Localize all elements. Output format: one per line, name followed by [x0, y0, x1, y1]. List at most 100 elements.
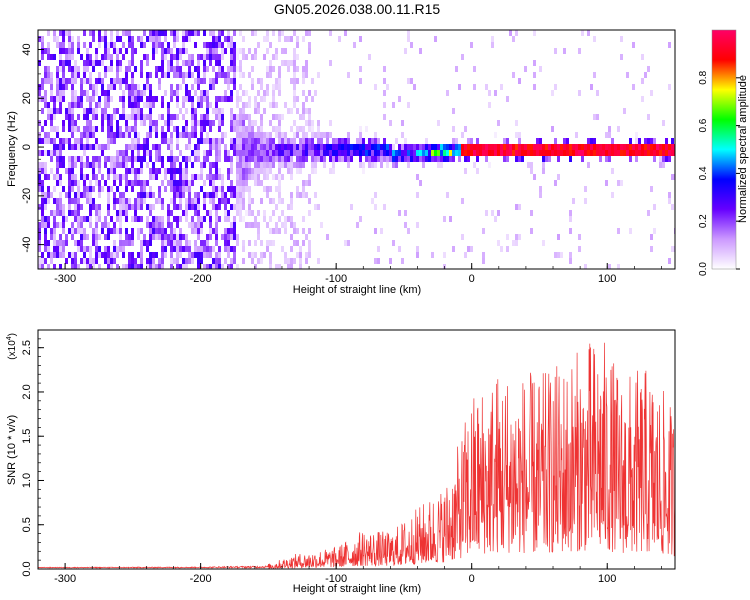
- spectrogram-cell: [296, 192, 299, 198]
- spectrogram-cell: [347, 162, 350, 168]
- spectrogram-cell: [89, 96, 92, 102]
- spectrogram-cell: [131, 216, 134, 222]
- spectrogram-cell: [485, 84, 488, 90]
- spectrogram-cell: [86, 132, 89, 138]
- spectrogram-cell: [326, 132, 329, 138]
- spectrogram-cell: [374, 84, 377, 90]
- spectrogram-cell: [389, 150, 392, 156]
- spectrogram-cell: [131, 168, 134, 174]
- spectrogram-cell: [56, 162, 59, 168]
- spectrogram-cell: [119, 48, 122, 54]
- spectrogram-cell: [374, 156, 377, 162]
- spectrogram-cell: [323, 156, 326, 162]
- spectrogram-cell: [215, 186, 218, 192]
- spectrogram-cell: [185, 174, 188, 180]
- spectrogram-cell: [614, 144, 617, 150]
- spectrogram-cell: [359, 162, 362, 168]
- spectrogram-cell: [107, 168, 110, 174]
- spectrogram-cell: [278, 36, 281, 42]
- spectrogram-cell: [554, 84, 557, 90]
- spectrogram-cell: [230, 138, 233, 144]
- spectrogram-cell: [482, 228, 485, 234]
- spectrogram-cell: [446, 144, 449, 150]
- spectrogram-cell: [41, 54, 44, 60]
- spectrogram-cell: [182, 174, 185, 180]
- spectrogram-cell: [236, 138, 239, 144]
- spectrogram-cell: [53, 102, 56, 108]
- spectrogram-cell: [68, 204, 71, 210]
- spectrogram-cell: [50, 234, 53, 240]
- spectrogram-cell: [149, 150, 152, 156]
- spectrogram-cell: [608, 156, 611, 162]
- spectrogram-cell: [128, 126, 131, 132]
- spectrogram-cell: [287, 150, 290, 156]
- spectrogram-cell: [77, 198, 80, 204]
- spectrogram-cell: [293, 78, 296, 84]
- spectrogram-cell: [305, 96, 308, 102]
- spectrogram-cell: [71, 162, 74, 168]
- spectrogram-cell: [632, 42, 635, 48]
- spectrogram-cell: [71, 210, 74, 216]
- spectrogram-cell: [149, 102, 152, 108]
- spectrogram-cell: [128, 114, 131, 120]
- spectrogram-cell: [125, 264, 128, 269]
- spectrogram-cell: [92, 156, 95, 162]
- spectrogram-cell: [398, 246, 401, 252]
- spectrogram-cell: [80, 132, 83, 138]
- spectrogram-cell: [278, 72, 281, 78]
- spectrogram-cell: [641, 54, 644, 60]
- spectrogram-cell: [95, 252, 98, 258]
- spectrogram-cell: [65, 78, 68, 84]
- spectrogram-cell: [473, 150, 476, 156]
- spectrogram-cell: [179, 150, 182, 156]
- spectrogram-cell: [269, 216, 272, 222]
- snr-y-multiplier: (x104): [6, 333, 18, 360]
- spectrogram-cell: [146, 102, 149, 108]
- spectrogram-cell: [125, 84, 128, 90]
- spectrogram-cell: [194, 192, 197, 198]
- spectrogram-cell: [74, 180, 77, 186]
- spectrogram-cell: [80, 246, 83, 252]
- spectrogram-cell: [155, 132, 158, 138]
- spectrogram-cell: [254, 216, 257, 222]
- spectrogram-cell: [98, 60, 101, 66]
- spectrogram-cell: [107, 114, 110, 120]
- spectrogram-cell: [233, 192, 236, 198]
- spectrogram-cell: [59, 102, 62, 108]
- spectrogram-cell: [197, 210, 200, 216]
- spectrogram-cell: [278, 114, 281, 120]
- spectrogram-cell: [239, 192, 242, 198]
- spectrogram-cell: [530, 168, 533, 174]
- spectrogram-cell: [47, 114, 50, 120]
- spectrogram-cell: [419, 150, 422, 156]
- spectrogram-cell: [605, 144, 608, 150]
- spectrogram-cell: [518, 204, 521, 210]
- spectrogram-cell: [578, 246, 581, 252]
- x-tick-label: 100: [598, 573, 616, 585]
- spectrogram-cell: [215, 78, 218, 84]
- spectrogram-cell: [209, 174, 212, 180]
- spectrogram-cell: [113, 222, 116, 228]
- spectrogram-cell: [290, 138, 293, 144]
- spectrogram-cell: [113, 162, 116, 168]
- spectrogram-cell: [44, 228, 47, 234]
- spectrogram-cell: [122, 132, 125, 138]
- spectrogram-cell: [611, 138, 614, 144]
- spectrogram-cell: [257, 108, 260, 114]
- spectrogram-cell: [665, 150, 668, 156]
- spectrogram-cell: [257, 126, 260, 132]
- colorbar-tick-label: 0.8: [698, 70, 709, 84]
- spectrogram-cell: [158, 198, 161, 204]
- spectrogram-cell: [269, 102, 272, 108]
- spectrogram-cell: [131, 240, 134, 246]
- spectrogram-cell: [86, 54, 89, 60]
- spectrogram-cell: [278, 138, 281, 144]
- spectrogram-cell: [185, 168, 188, 174]
- spectrogram-cell: [95, 138, 98, 144]
- spectrogram-cell: [293, 222, 296, 228]
- spectrogram-cell: [53, 54, 56, 60]
- spectrogram-cell: [185, 132, 188, 138]
- spectrogram-cell: [266, 222, 269, 228]
- spectrogram-cell: [146, 144, 149, 150]
- spectrogram-cell: [245, 174, 248, 180]
